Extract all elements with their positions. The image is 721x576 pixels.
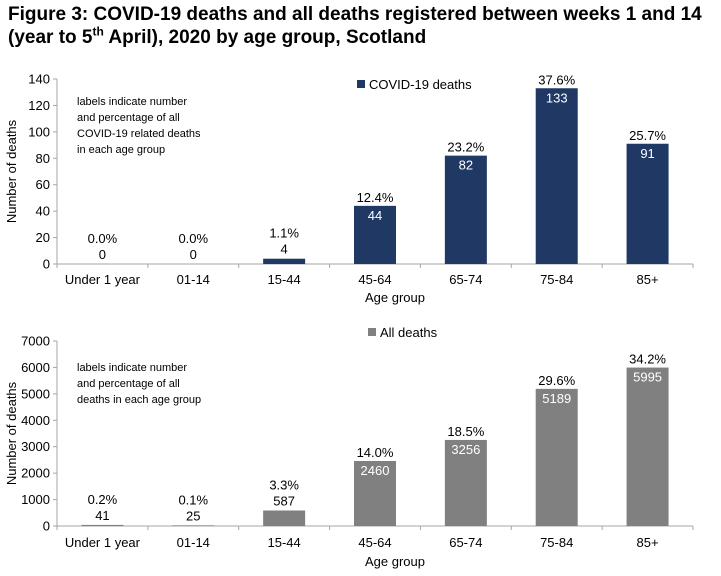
bar [172,525,215,526]
bar [81,524,124,526]
percent-label: 0.0% [178,231,208,246]
category-label: 01-14 [177,535,210,550]
value-label: 2460 [361,463,390,478]
percent-label: 12.4% [357,190,394,205]
category-label: 65-74 [449,272,482,287]
y-tick-label: 120 [28,98,50,113]
y-tick-label: 40 [36,204,50,219]
category-label: 85+ [637,535,659,550]
category-label: 45-64 [358,272,391,287]
figure-title-part2: April), 2020 by age group, Scotland [103,27,427,48]
legend-swatch [357,80,365,88]
annotation-line: COVID-19 related deaths [77,128,201,140]
annotation-line: labels indicate number [77,96,187,108]
y-tick-label: 7000 [21,334,50,349]
bar [263,258,306,264]
bar [626,143,669,264]
value-label: 5189 [542,391,571,406]
percent-label: 1.1% [269,226,299,241]
bar [444,439,487,526]
category-label: 15-44 [268,535,301,550]
category-label: 75-84 [540,535,573,550]
percent-label: 25.7% [629,128,666,143]
category-label: 75-84 [540,272,573,287]
annotation-line: in each age group [77,144,165,156]
value-label: 25 [186,508,200,523]
value-label: 41 [95,508,109,523]
y-tick-label: 3000 [21,439,50,454]
category-label: 01-14 [177,272,210,287]
percent-label: 0.2% [88,492,118,507]
percent-label: 37.6% [538,72,575,87]
percent-label: 14.0% [357,445,394,460]
percent-label: 34.2% [629,352,666,367]
bar [626,367,669,526]
x-axis-title: Age group [365,290,425,305]
percent-label: 0.0% [88,231,118,246]
percent-label: 0.1% [178,492,208,507]
figure-title: Figure 3: COVID-19 deaths and all deaths… [8,3,713,49]
y-tick-label: 6000 [21,360,50,375]
percent-label: 3.3% [269,477,299,492]
bar [444,155,487,264]
legend-label: All deaths [380,325,438,340]
y-axis-title: Number of deaths [4,381,19,485]
x-axis-title: Age group [365,554,425,569]
value-label: 3256 [451,442,480,457]
figure-title-part1: Figure 3: COVID-19 deaths and all deaths… [8,4,702,48]
figure-title-superscript: th [92,24,104,39]
category-label: 65-74 [449,535,482,550]
legend-swatch [368,328,376,336]
y-tick-label: 1000 [21,492,50,507]
y-tick-label: 5000 [21,386,50,401]
category-label: 45-64 [358,535,391,550]
category-label: Under 1 year [65,272,141,287]
category-label: Under 1 year [65,535,141,550]
y-axis-title: Number of deaths [4,119,19,223]
value-label: 91 [640,146,654,161]
annotation-line: deaths in each age group [77,394,201,406]
bar [535,388,578,526]
y-tick-label: 4000 [21,413,50,428]
value-label: 0 [190,247,197,262]
value-label: 587 [273,493,295,508]
category-label: 85+ [637,272,659,287]
value-label: 0 [99,247,106,262]
value-label: 44 [368,208,382,223]
y-tick-label: 0 [43,257,50,272]
y-tick-label: 60 [36,177,50,192]
bar [354,460,396,526]
percent-label: 18.5% [447,424,484,439]
y-tick-label: 0 [43,519,50,534]
annotation-line: and percentage of all [77,378,180,390]
value-label: 4 [281,242,288,257]
annotation-line: labels indicate number [77,362,187,374]
y-tick-label: 100 [28,124,50,139]
y-tick-label: 2000 [21,466,50,481]
percent-label: 29.6% [538,373,575,388]
y-tick-label: 80 [36,151,50,166]
value-label: 133 [546,90,568,105]
y-tick-label: 20 [36,230,50,245]
value-label: 82 [459,158,473,173]
value-label: 5995 [633,370,662,385]
annotation-line: and percentage of all [77,112,180,124]
category-label: 15-44 [268,272,301,287]
percent-label: 23.2% [447,140,484,155]
legend-label: COVID-19 deaths [369,77,472,92]
y-tick-label: 140 [28,72,50,87]
bar [535,88,578,264]
bar [354,205,396,264]
bar [263,510,306,526]
